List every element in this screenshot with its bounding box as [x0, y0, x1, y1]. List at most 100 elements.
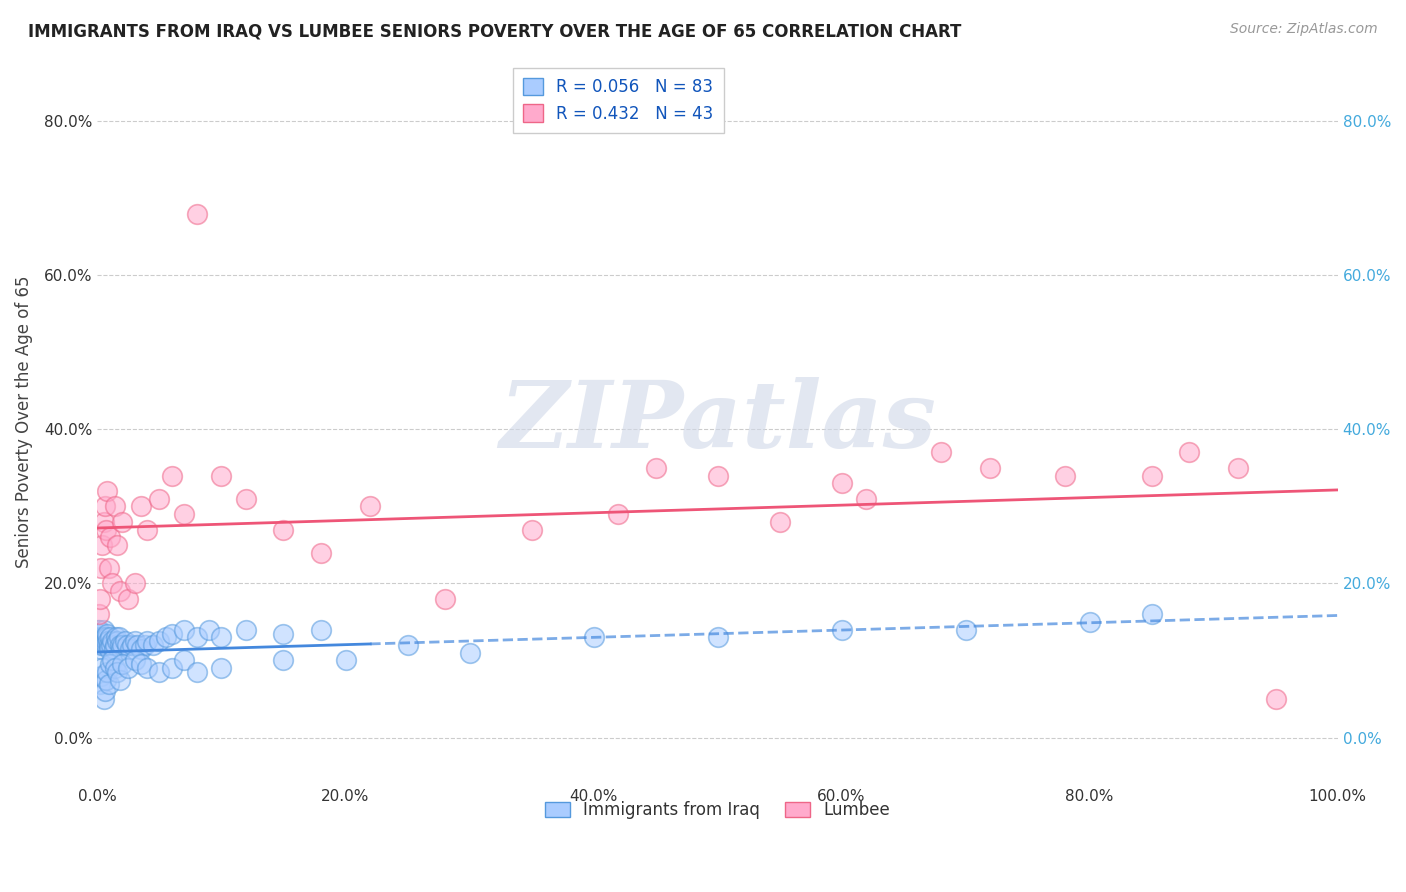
Point: [309, 623, 332, 637]
Point: [114, 634, 136, 648]
Point: [136, 523, 159, 537]
Point: [87, 607, 110, 622]
Point: [90, 669, 112, 683]
Point: [93, 623, 115, 637]
Point: [1178, 445, 1201, 459]
Point: [396, 638, 419, 652]
Point: [607, 507, 630, 521]
Point: [211, 468, 233, 483]
Point: [98, 657, 121, 672]
Point: [129, 657, 152, 672]
Point: [100, 638, 122, 652]
Point: [104, 500, 127, 514]
Point: [121, 638, 143, 652]
Point: [979, 461, 1001, 475]
Point: [104, 638, 127, 652]
Point: [111, 515, 134, 529]
Point: [91, 538, 114, 552]
Point: [644, 461, 666, 475]
Point: [1264, 692, 1286, 706]
Point: [108, 584, 131, 599]
Point: [211, 631, 233, 645]
Point: [107, 631, 129, 645]
Point: [87, 626, 110, 640]
Point: [108, 673, 131, 687]
Point: [105, 665, 128, 679]
Point: [148, 634, 170, 648]
Point: [136, 634, 159, 648]
Point: [96, 673, 118, 687]
Point: [309, 546, 332, 560]
Point: [186, 631, 208, 645]
Point: [235, 491, 257, 506]
Point: [124, 576, 146, 591]
Point: [129, 641, 152, 656]
Point: [173, 623, 195, 637]
Point: [955, 623, 977, 637]
Point: [359, 500, 381, 514]
Point: [96, 626, 118, 640]
Point: [110, 641, 132, 656]
Point: [160, 626, 183, 640]
Point: [136, 661, 159, 675]
Point: [124, 653, 146, 667]
Point: [155, 631, 177, 645]
Point: [101, 634, 124, 648]
Point: [97, 634, 120, 648]
Point: [89, 623, 111, 637]
Point: [96, 634, 118, 648]
Point: [96, 483, 118, 498]
Text: ZIPatlas: ZIPatlas: [499, 376, 936, 467]
Point: [929, 445, 952, 459]
Point: [90, 561, 112, 575]
Point: [105, 634, 128, 648]
Point: [93, 634, 115, 648]
Point: [127, 638, 149, 652]
Point: [89, 676, 111, 690]
Point: [273, 626, 295, 640]
Point: [1078, 615, 1101, 629]
Point: [1227, 461, 1250, 475]
Point: [96, 631, 118, 645]
Point: [273, 653, 295, 667]
Point: [173, 653, 195, 667]
Point: [98, 641, 121, 656]
Point: [101, 653, 124, 667]
Point: [520, 523, 543, 537]
Point: [1140, 468, 1163, 483]
Point: [97, 676, 120, 690]
Point: [148, 665, 170, 679]
Point: [117, 591, 139, 606]
Point: [91, 631, 114, 645]
Point: [148, 491, 170, 506]
Point: [93, 515, 115, 529]
Point: [173, 507, 195, 521]
Point: [124, 634, 146, 648]
Point: [90, 641, 112, 656]
Point: [96, 523, 118, 537]
Point: [97, 561, 120, 575]
Point: [115, 638, 138, 652]
Point: [198, 623, 221, 637]
Point: [91, 661, 114, 675]
Point: [105, 538, 128, 552]
Point: [831, 623, 853, 637]
Point: [93, 692, 115, 706]
Point: [89, 591, 111, 606]
Point: [98, 530, 121, 544]
Point: [111, 638, 134, 652]
Text: Source: ZipAtlas.com: Source: ZipAtlas.com: [1230, 22, 1378, 37]
Point: [186, 207, 208, 221]
Point: [768, 515, 790, 529]
Point: [111, 657, 134, 672]
Point: [706, 468, 728, 483]
Point: [273, 523, 295, 537]
Point: [103, 641, 125, 656]
Point: [706, 631, 728, 645]
Point: [97, 638, 120, 652]
Point: [1053, 468, 1076, 483]
Text: IMMIGRANTS FROM IRAQ VS LUMBEE SENIORS POVERTY OVER THE AGE OF 65 CORRELATION CH: IMMIGRANTS FROM IRAQ VS LUMBEE SENIORS P…: [28, 22, 962, 40]
Point: [186, 665, 208, 679]
Point: [129, 500, 152, 514]
Point: [94, 631, 117, 645]
